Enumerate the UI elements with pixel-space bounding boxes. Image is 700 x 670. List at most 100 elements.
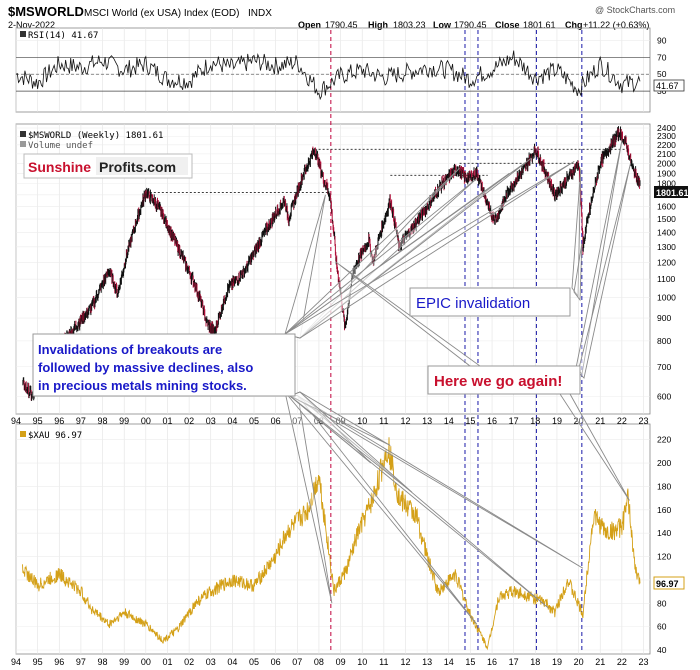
last-value-tags: 41.67 1801.61 96.97 [653,79,689,590]
rsi-series-line [15,50,641,101]
xau-y-tick-label: 200 [657,458,671,468]
low-label: Low [433,20,452,30]
logo-word-sunshine: Sunshine [28,159,91,175]
x-tick-label-mid: 12 [400,416,410,426]
x-tick-label-bottom: 13 [422,657,432,667]
x-tick-label-bottom: 09 [336,657,346,667]
rsi-y-tick-label: 50 [657,69,667,79]
msworld-last-value: 1801.61 [656,188,689,198]
legends: RSI(14) 41.67 $MSWORLD (Weekly) 1801.61 … [20,31,163,441]
invalidations-line-3: in precious metals mining stocks. [38,378,247,393]
x-tick-label-mid: 08 [314,416,324,426]
chart-header: $MSWORLD MSCI World (ex USA) Index (EOD)… [8,4,675,30]
callout-pointer [575,140,623,375]
xau-last-box [653,576,685,590]
msw-y-tick-label: 1300 [657,242,676,252]
x-tick-label-bottom: 94 [11,657,21,667]
epic-callout: EPIC invalidation [409,287,571,317]
x-tick-label-mid: 21 [595,416,605,426]
x-tick-label-mid: 07 [292,416,302,426]
reference-levels [145,148,629,194]
x-tick-label-mid: 97 [76,416,86,426]
msw-y-tick-label: 2300 [657,131,676,141]
x-tick-label-mid: 95 [33,416,43,426]
epic-text: EPIC invalidation [416,295,530,312]
high-label: High [368,20,388,30]
msw-y-tick-label: 1600 [657,202,676,212]
xau-y-tick-label: 220 [657,435,671,445]
open-value: 1790.45 [325,20,358,30]
msw-y-tick-label: 2000 [657,158,676,168]
msw-y-tick-label: 1000 [657,293,676,303]
rsi-y-tick-label: 70 [657,52,667,62]
x-tick-label-bottom: 15 [465,657,475,667]
symbol-label: $MSWORLD [8,4,84,19]
xau-y-tick-label: 40 [657,645,667,655]
x-tick-label-mid: 23 [639,416,649,426]
msworld-legend: $MSWORLD (Weekly) 1801.61 [28,131,163,141]
x-tick-label-mid: 94 [11,416,21,426]
x-tick-label-mid: 05 [249,416,259,426]
x-axis-labels: 94 94 95 95 96 96 97 97 98 98 99 99 00 00 01 01 02 02 03 03… [11,416,649,667]
exchange-label: INDX [248,8,272,19]
open-label: Open [298,20,321,30]
xau-legend-swatch [20,431,26,437]
x-tick-label-mid: 16 [487,416,497,426]
x-tick-label-bottom: 19 [552,657,562,667]
x-tick-label-bottom: 16 [487,657,497,667]
x-tick-label-bottom: 23 [639,657,649,667]
msw-y-tick-label: 2200 [657,140,676,150]
msw-y-tick-label: 700 [657,362,671,372]
x-tick-label-bottom: 02 [184,657,194,667]
logo-profits-bg [96,157,188,175]
msw-y-tick-label: 1900 [657,168,676,178]
rsi-legend: RSI(14) 41.67 [28,31,98,41]
x-tick-label-bottom: 20 [574,657,584,667]
rsi-y-tick-label: 90 [657,35,667,45]
x-tick-label-bottom: 98 [98,657,108,667]
msw-y-tick-label: 900 [657,313,671,323]
x-tick-label-mid: 98 [98,416,108,426]
volume-legend: Volume undef [28,141,93,151]
x-tick-label-bottom: 17 [509,657,519,667]
watermark-label: @ StockCharts.com [595,5,675,15]
here-callout: Here we go again! [427,365,581,395]
x-tick-label-bottom: 21 [595,657,605,667]
x-tick-label-mid: 10 [357,416,367,426]
x-tick-label-bottom: 99 [119,657,129,667]
x-tick-label-mid: 96 [54,416,64,426]
xau-series-line [22,437,641,651]
callout-pointer [573,243,583,302]
xau-y-tick-label: 60 [657,622,667,632]
msw-y-tick-label: 1800 [657,179,676,189]
here-text: Here we go again! [434,373,562,390]
x-tick-label-mid: 02 [184,416,194,426]
x-tick-label-mid: 13 [422,416,432,426]
x-tick-label-bottom: 97 [76,657,86,667]
x-tick-label-bottom: 95 [33,657,43,667]
date-label: 2-Nov-2022 [8,20,55,30]
xau-y-tick-label: 180 [657,481,671,491]
msw-y-tick-label: 1500 [657,214,676,224]
x-tick-label-bottom: 05 [249,657,259,667]
high-value: 1803.23 [393,20,426,30]
x-tick-label-mid: 17 [509,416,519,426]
here-box [427,365,581,395]
x-tick-label-bottom: 96 [54,657,64,667]
xau-y-tick-label: 80 [657,598,667,608]
x-tick-label-mid: 11 [379,416,388,426]
x-tick-label-mid: 04 [227,416,237,426]
chg-value: +11.22 (+0.63%) [583,20,649,30]
xau-y-tick-label: 120 [657,552,671,562]
sunshine-profits-logo: Sunshine Profits.com [23,153,193,179]
invalidations-line-2: followed by massive declines, also [38,360,253,375]
x-tick-label-bottom: 04 [227,657,237,667]
invalidations-line-1: Invalidations of breakouts are [38,342,222,357]
logo-word-profits: Profits.com [99,159,176,175]
invalidations-callout: Invalidations of breakouts are followed … [32,333,296,397]
description-label: MSCI World (ex USA) Index (EOD) [84,8,239,19]
xau-last-value: 96.97 [656,579,679,589]
x-tick-label-mid: 03 [206,416,216,426]
